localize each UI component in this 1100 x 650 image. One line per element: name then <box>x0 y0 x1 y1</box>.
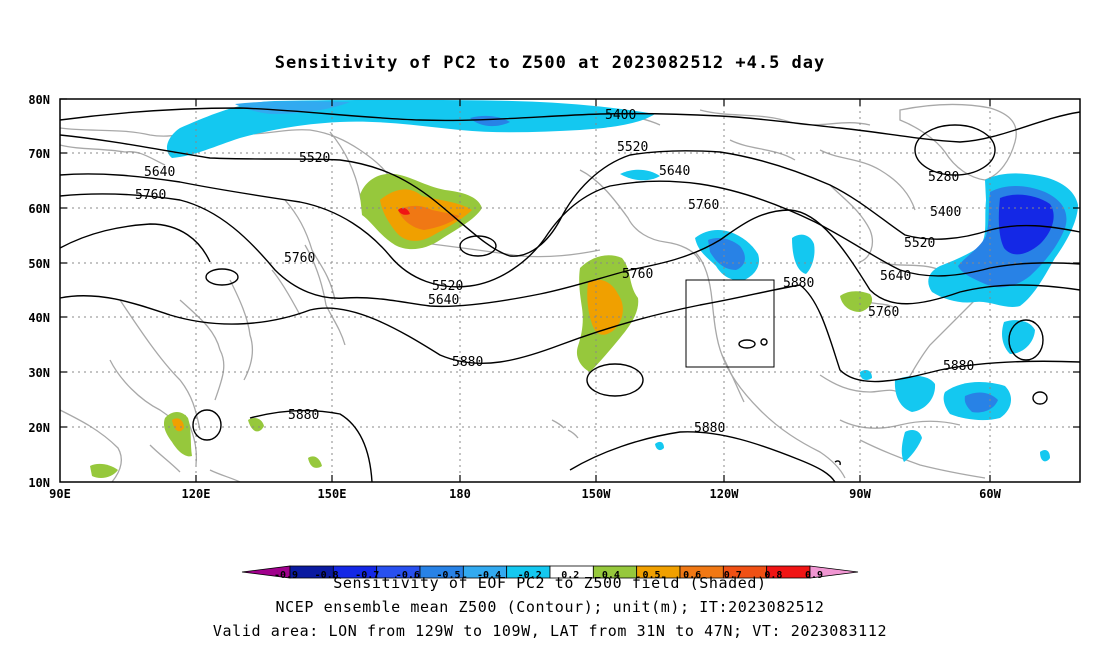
contour-label: 5400 <box>605 108 636 123</box>
footer-line-1: Sensitivity of EOF PC2 to Z500 field (Sh… <box>333 574 767 592</box>
lat-label: 30N <box>28 366 50 380</box>
lat-label: 80N <box>28 93 50 107</box>
contour-label: 5880 <box>452 355 483 370</box>
contour-label: 5760 <box>622 267 653 282</box>
contour-label: 5880 <box>288 408 319 423</box>
colorbar-tick-label: 0.5 <box>643 570 661 581</box>
map-area: 5400 5520 5520 5640 5640 5280 5760 5760 … <box>28 93 1081 501</box>
colorbar-tick-label: -0.2 <box>518 570 542 581</box>
lat-label: 10N <box>28 476 50 490</box>
contour-label: 5760 <box>868 305 899 320</box>
contour-label: 5640 <box>659 164 690 179</box>
contour-label: 5520 <box>432 279 463 294</box>
contour-label: 5880 <box>694 421 725 436</box>
coastlines <box>59 103 1031 483</box>
contour-label: 5520 <box>904 236 935 251</box>
lat-label: 40N <box>28 311 50 325</box>
footer-line-3: Valid area: LON from 129W to 109W, LAT f… <box>212 622 888 640</box>
contour-label: 5640 <box>428 293 459 308</box>
lon-label: 120W <box>710 487 740 501</box>
lon-label: 180 <box>449 487 471 501</box>
lat-labels: 80N 70N 60N 50N 40N 30N 20N 10N <box>28 93 50 490</box>
map-title: Sensitivity of PC2 to Z500 at 2023082512… <box>275 53 826 73</box>
lat-label: 20N <box>28 421 50 435</box>
colorbar-tick-label: 0.2 <box>561 570 579 581</box>
contour-label: 5280 <box>928 170 959 185</box>
colorbar: -0.9 -0.8 -0.7 -0.6 -0.5 -0.4 -0.2 0.2 0.4 0.5 0.6… <box>241 565 859 581</box>
shaded-sensitivity <box>90 100 1078 478</box>
valid-area-box <box>685 279 775 368</box>
lat-label: 50N <box>28 257 50 271</box>
contour-label: 5760 <box>688 198 719 213</box>
lat-label: 70N <box>28 147 50 161</box>
contour-label: 5760 <box>284 251 315 266</box>
colorbar-tick-label: 0.8 <box>764 570 782 581</box>
contour-label: 5760 <box>135 188 166 203</box>
colorbar-tick-label: -0.5 <box>436 570 460 581</box>
gridlines <box>60 99 1080 482</box>
contour-label: 5640 <box>144 165 175 180</box>
map-frame <box>59 98 1081 483</box>
contour-label: 5640 <box>880 269 911 284</box>
colorbar-tick-label: 0.6 <box>683 570 701 581</box>
colorbar-tick-label: 0.9 <box>805 570 823 581</box>
colorbar-tick-label: 0.4 <box>602 570 620 581</box>
colorbar-right-arrow <box>809 565 859 579</box>
colorbar-tick-label: 0.7 <box>724 570 742 581</box>
contour-label: 5400 <box>930 205 961 220</box>
lon-label: 90W <box>849 487 871 501</box>
z500-contours <box>59 107 1081 483</box>
lat-label: 60N <box>28 202 50 216</box>
lon-label: 120E <box>182 487 211 501</box>
colorbar-tick-label: -0.7 <box>355 570 379 581</box>
contour-label: 5520 <box>617 140 648 155</box>
axis-ticks <box>60 98 1080 482</box>
contour-label: 5520 <box>299 151 330 166</box>
contour-labels: 5400 5520 5520 5640 5640 5280 5760 5760 … <box>135 108 974 436</box>
lon-labels: 90E 120E 150E 180 150W 120W 90W 60W <box>49 487 1001 501</box>
footer-line-2: NCEP ensemble mean Z500 (Contour); unit(… <box>275 598 825 616</box>
lon-label: 60W <box>979 487 1001 501</box>
colorbar-tick-label: -0.8 <box>315 570 339 581</box>
colorbar-tick-label: -0.4 <box>477 570 501 581</box>
contour-label: 5880 <box>943 359 974 374</box>
lon-label: 90E <box>49 487 71 501</box>
contour-label: 5880 <box>783 276 814 291</box>
lon-label: 150E <box>318 487 347 501</box>
lon-label: 150W <box>582 487 612 501</box>
colorbar-tick-label: -0.9 <box>274 570 298 581</box>
colorbar-tick-label: -0.6 <box>396 570 420 581</box>
